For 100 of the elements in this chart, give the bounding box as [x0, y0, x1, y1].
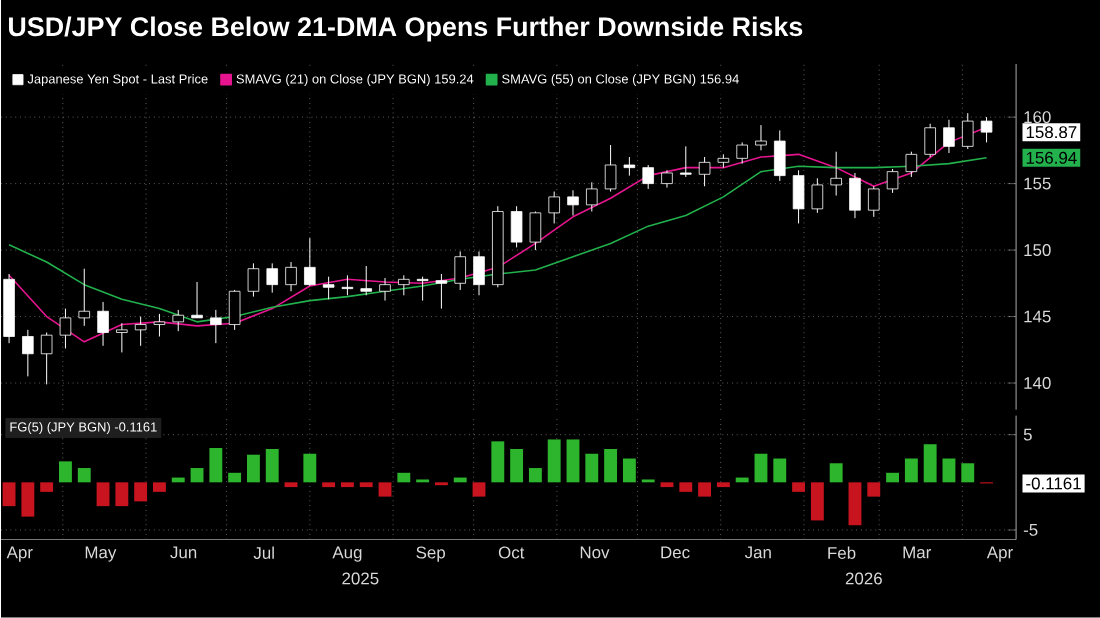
y-tick-label: 150 — [1024, 244, 1051, 257]
x-tick-label: Dec — [661, 546, 690, 559]
candlestick — [924, 123, 936, 158]
candlestick — [811, 178, 824, 214]
x-tick-label: Nov — [580, 546, 610, 559]
bar — [585, 454, 599, 483]
bar — [961, 463, 975, 483]
bar — [829, 463, 843, 483]
candlestick — [905, 151, 918, 178]
candlestick — [586, 182, 598, 213]
bar — [810, 482, 824, 521]
annotation: 158.87 — [1026, 126, 1077, 139]
bar — [77, 468, 91, 483]
candlestick — [78, 268, 91, 327]
bar — [397, 473, 411, 483]
bar — [209, 448, 223, 483]
bar — [510, 449, 524, 483]
candlestick — [210, 309, 222, 344]
candlestick — [980, 116, 993, 144]
bar — [378, 482, 392, 497]
candlestick — [548, 191, 560, 225]
y-tick-label: 140 — [1024, 377, 1051, 390]
candlestick — [473, 251, 485, 297]
bar — [359, 482, 373, 488]
bar — [59, 461, 72, 483]
bar — [566, 439, 580, 483]
candlestick — [867, 186, 880, 218]
x-tick-label: Feb — [828, 546, 856, 560]
bar — [96, 482, 110, 507]
bar — [848, 482, 862, 526]
y-tick-label: 5 — [1023, 429, 1032, 441]
x-tick-label: Apr — [6, 546, 33, 562]
candlestick — [22, 329, 34, 378]
candlestick — [322, 276, 335, 301]
y-tick-label: -5 — [1023, 524, 1038, 537]
candlestick — [961, 112, 974, 150]
x-tick-label: Jun — [170, 546, 197, 559]
x-tick-label: Sep — [416, 546, 446, 563]
x-tick-label: May — [85, 546, 117, 562]
candlestick — [886, 168, 899, 194]
candlestick — [454, 251, 466, 291]
bar — [904, 458, 918, 483]
bar — [923, 444, 937, 483]
candlestick — [59, 308, 72, 350]
bar — [604, 449, 618, 483]
candlestick — [416, 276, 429, 302]
bar — [773, 458, 787, 483]
annotation: 156.94 — [1026, 152, 1077, 165]
bar — [698, 482, 712, 497]
y-tick-label: 160 — [1024, 111, 1051, 124]
candlestick — [774, 130, 786, 182]
chart-title: USD/JPY Close Below 21-DMA Opens Further Downside Risks — [9, 16, 803, 42]
candlestick — [642, 164, 654, 190]
bar — [246, 454, 260, 483]
candlestick — [604, 144, 617, 193]
y-tick-label: 155 — [1024, 177, 1051, 190]
bar — [660, 482, 674, 488]
candlestick — [435, 273, 448, 310]
text: 2026 — [845, 572, 882, 585]
annotation: -0.1161 — [1026, 477, 1081, 490]
bar — [547, 439, 561, 483]
bar — [265, 449, 279, 483]
x-tick-label: Oct — [498, 546, 525, 559]
candlestick — [755, 124, 767, 152]
candlestick — [247, 263, 260, 298]
bar — [2, 482, 16, 507]
bar — [679, 482, 693, 493]
candlestick — [398, 275, 410, 297]
bar — [190, 468, 204, 483]
candlestick — [134, 316, 147, 347]
x-tick-label: Jul — [253, 546, 274, 560]
bar — [340, 482, 354, 488]
bar — [754, 454, 768, 483]
bar — [622, 458, 636, 483]
candlestick — [830, 151, 842, 197]
candlestick — [510, 205, 523, 249]
bar — [716, 482, 730, 488]
x-tick-label: Apr — [986, 546, 1013, 562]
bar — [472, 482, 486, 497]
bar — [115, 482, 129, 507]
bar — [886, 473, 900, 483]
bar — [491, 441, 505, 483]
bar — [942, 458, 956, 483]
x-tick-label: Mar — [903, 546, 931, 559]
candlestick — [623, 156, 636, 177]
candlestick — [97, 301, 109, 347]
candlestick — [698, 156, 711, 188]
candlestick — [341, 275, 354, 297]
candlestick — [266, 263, 278, 294]
candlestick — [943, 119, 955, 154]
bar — [134, 482, 148, 502]
bar — [21, 482, 35, 517]
candlestick — [228, 289, 241, 331]
candlestick — [153, 313, 166, 338]
y-tick-label: 145 — [1024, 310, 1051, 323]
candlestick — [304, 237, 316, 287]
candlestick — [529, 211, 542, 251]
bar — [792, 482, 806, 493]
bar — [228, 473, 242, 483]
bar — [153, 482, 166, 493]
